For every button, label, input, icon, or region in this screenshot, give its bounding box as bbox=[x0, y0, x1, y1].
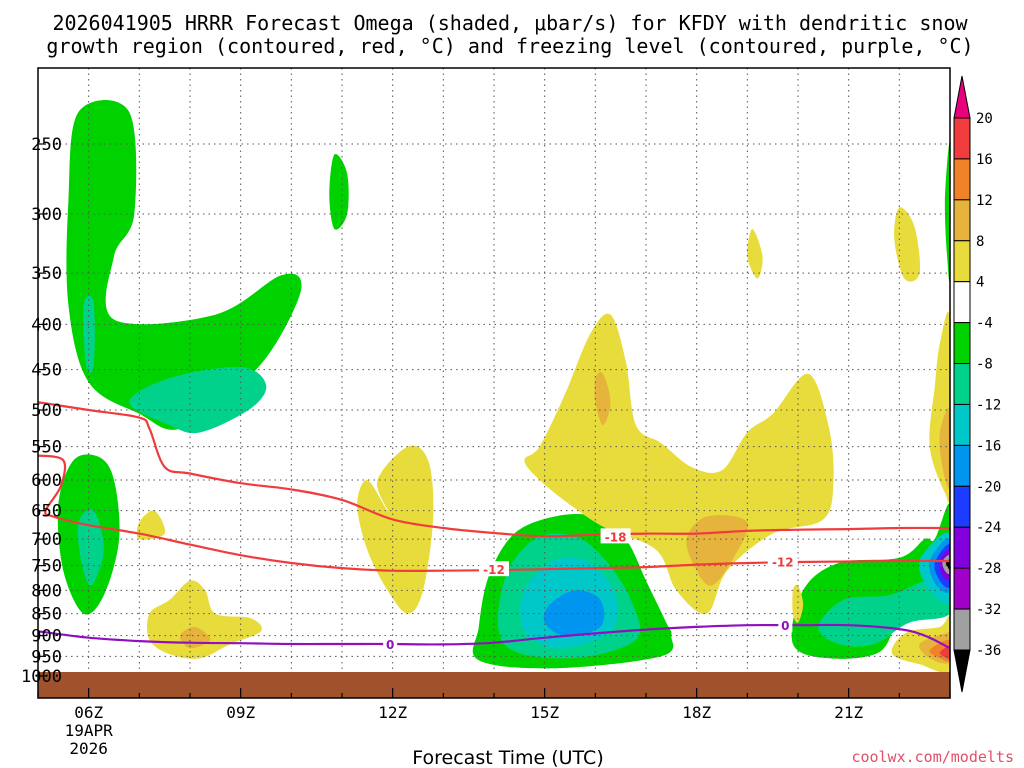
omega-region-31 bbox=[939, 407, 950, 489]
freezing-level-contour bbox=[38, 623, 950, 650]
y-tick-label-550: 550 bbox=[31, 438, 62, 458]
contour-layer: -12 0 -18 -12 0 bbox=[38, 401, 950, 652]
dgz-lower-label: -12 bbox=[483, 563, 505, 577]
colorbar-box-0 bbox=[953, 117, 971, 160]
omega-region-34 bbox=[939, 646, 950, 660]
colorbar-box-3 bbox=[953, 240, 971, 283]
x-axis-title: Forecast Time (UTC) bbox=[412, 747, 603, 768]
dgz-lower-contour bbox=[38, 454, 950, 573]
colorbar-box-5 bbox=[953, 322, 971, 365]
colorbar-label-9: -20 bbox=[976, 479, 1001, 495]
dgz-lower-label-bg bbox=[479, 561, 509, 577]
omega-region-6 bbox=[129, 366, 267, 434]
y-tick-label-250: 250 bbox=[31, 135, 62, 155]
site-credit[interactable]: coolwx.com/modelts bbox=[851, 748, 1014, 766]
y-tick-label-650: 650 bbox=[31, 502, 62, 522]
x-tick-date: 19APR bbox=[65, 721, 114, 740]
y-tick-label-1000: 1000 bbox=[21, 667, 62, 687]
colorbar-label-1: 16 bbox=[976, 152, 993, 168]
y-tick-label-950: 950 bbox=[31, 647, 62, 667]
colorbar-label-10: -24 bbox=[976, 520, 1001, 536]
colorbar-box-10 bbox=[953, 526, 971, 569]
y-tick-label-450: 450 bbox=[31, 361, 62, 381]
y-tick-label-500: 500 bbox=[31, 401, 62, 421]
y-tick-label-700: 700 bbox=[31, 530, 62, 550]
colorbar-label-13: -36 bbox=[976, 643, 1001, 659]
x-tick-label-15Z: 15Z bbox=[530, 703, 559, 722]
freezing-level-label-bg bbox=[383, 636, 398, 652]
colorbar-label-6: -8 bbox=[976, 357, 993, 373]
chart-title-line2: growth region (contoured, red, °C) and f… bbox=[46, 34, 973, 58]
colorbar-box-7 bbox=[953, 403, 971, 446]
y-tick-label-600: 600 bbox=[31, 471, 62, 491]
omega-region-22 bbox=[136, 510, 166, 540]
colorbar-box-4 bbox=[953, 281, 971, 324]
colorbar-box-9 bbox=[953, 485, 971, 528]
colorbar: 20 16 12 8 4 -4 -8 -12 -16 -20 -24 -28 -32 -36 bbox=[953, 75, 1001, 693]
y-tick-label-300: 300 bbox=[31, 205, 62, 225]
x-tick-label-06Z: 06Z bbox=[74, 703, 103, 722]
colorbar-label-3: 8 bbox=[976, 234, 984, 250]
contour-label-0: -18 bbox=[605, 530, 627, 544]
dgz-upper-contour bbox=[38, 401, 950, 538]
omega-region-23 bbox=[747, 229, 763, 279]
colorbar-bottom-arrow bbox=[953, 649, 971, 693]
colorbar-box-8 bbox=[953, 444, 971, 487]
colorbar-label-7: -12 bbox=[976, 397, 1001, 413]
freezing-level-label: 0 bbox=[386, 638, 394, 652]
omega-region-0 bbox=[66, 100, 302, 430]
omega-region-25 bbox=[792, 584, 804, 623]
contour-label-0-bg bbox=[600, 528, 631, 544]
x-tick-label-18Z: 18Z bbox=[682, 703, 711, 722]
y-tick-label-800: 800 bbox=[31, 581, 62, 601]
omega-region-7 bbox=[83, 295, 95, 373]
chart-title-line1: 2026041905 HRRR Forecast Omega (shaded, … bbox=[52, 11, 968, 35]
y-axis: 2503003504004505005506006507007508008509… bbox=[21, 135, 62, 687]
omega-region-13 bbox=[543, 590, 605, 636]
contour-label-1: -12 bbox=[772, 555, 794, 569]
colorbar-label-4: 4 bbox=[976, 275, 984, 291]
colorbar-box-12 bbox=[953, 608, 971, 651]
omega-region-10 bbox=[818, 573, 950, 647]
contour-label-2: 0 bbox=[781, 619, 789, 633]
omega-region-1 bbox=[329, 153, 349, 230]
colorbar-box-6 bbox=[953, 363, 971, 405]
colorbar-label-8: -16 bbox=[976, 438, 1001, 454]
colorbar-label-11: -28 bbox=[976, 561, 1001, 577]
omega-region-28 bbox=[594, 372, 611, 426]
y-tick-label-350: 350 bbox=[31, 264, 62, 284]
y-tick-label-400: 400 bbox=[31, 315, 62, 335]
colorbar-label-12: -32 bbox=[976, 602, 1001, 618]
colorbar-label-5: -4 bbox=[976, 316, 993, 332]
x-tick-label-09Z: 09Z bbox=[226, 703, 255, 722]
colorbar-box-1 bbox=[953, 158, 971, 201]
y-tick-label-750: 750 bbox=[31, 557, 62, 577]
x-tick-label-21Z: 21Z bbox=[834, 703, 863, 722]
colorbar-label-2: 12 bbox=[976, 193, 993, 209]
omega-region-5 bbox=[944, 142, 950, 282]
colorbar-label-0: 20 bbox=[976, 111, 993, 127]
colorbar-box-2 bbox=[953, 199, 971, 242]
y-tick-label-900: 900 bbox=[31, 627, 62, 647]
omega-region-8 bbox=[77, 509, 104, 586]
x-tick-year: 2026 bbox=[69, 739, 108, 758]
contour-label-1-bg bbox=[767, 553, 798, 569]
omega-region-21 bbox=[146, 580, 262, 659]
omega-region-24 bbox=[894, 207, 921, 282]
colorbar-box-11 bbox=[953, 567, 971, 610]
omega-shading-layer bbox=[57, 100, 950, 673]
x-tick-label-12Z: 12Z bbox=[378, 703, 407, 722]
colorbar-top-arrow bbox=[953, 75, 971, 119]
y-tick-label-850: 850 bbox=[31, 605, 62, 625]
contour-label-2-bg bbox=[778, 617, 793, 633]
